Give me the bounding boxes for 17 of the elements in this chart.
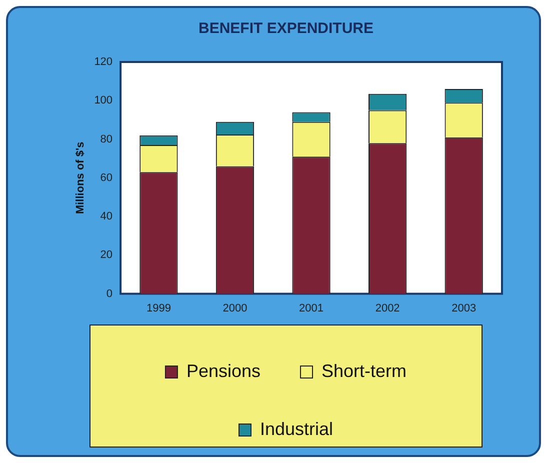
x-tick-label: 2001 xyxy=(299,302,324,314)
x-tick-label: 2000 xyxy=(222,302,248,314)
y-tick-label: 100 xyxy=(94,94,113,107)
legend-label: Pensions xyxy=(186,360,261,381)
legend-label: Industrial xyxy=(260,418,334,439)
legend-label: Short-term xyxy=(322,360,407,381)
y-axis-title: Millions of $'s xyxy=(74,142,87,214)
y-tick-label: 80 xyxy=(100,133,113,146)
y-tick-label: 20 xyxy=(100,249,113,262)
x-tick-label: 1999 xyxy=(146,302,171,314)
y-tick-label: 120 xyxy=(94,56,113,68)
x-tick-label: 2003 xyxy=(452,302,476,314)
y-tick-label: 0 xyxy=(106,288,113,300)
y-tick-label: 40 xyxy=(100,210,113,223)
chart-title: BENEFIT EXPENDITURE xyxy=(198,20,374,38)
x-tick-label: 2002 xyxy=(375,302,400,314)
y-tick-label: 60 xyxy=(100,172,113,184)
